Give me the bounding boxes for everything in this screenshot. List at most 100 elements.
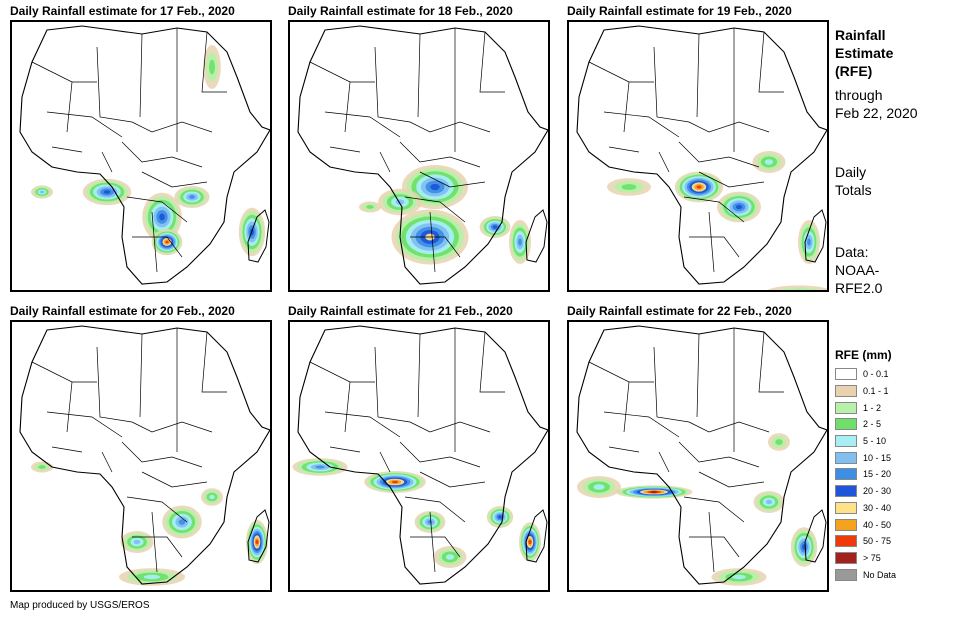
country-border: [658, 451, 670, 473]
country-border: [309, 61, 375, 83]
country-border: [329, 146, 361, 153]
rainfall-zone: [315, 465, 325, 469]
country-border: [101, 151, 113, 173]
rainfall-map: [567, 320, 829, 592]
rainfall-zone: [366, 205, 374, 209]
rainfall-zone: [764, 159, 774, 165]
legend-item: 15 - 20: [835, 466, 960, 483]
legend-swatch: [835, 451, 857, 464]
daily-label: Daily: [835, 164, 867, 180]
madagascar-coastline: [247, 509, 270, 563]
rainfall-map: [10, 20, 272, 292]
country-border: [689, 536, 740, 558]
rainfall-layer: [577, 433, 818, 586]
country-border: [758, 31, 784, 93]
rainfall-zone: [696, 185, 702, 189]
country-border: [410, 236, 461, 258]
country-border: [603, 411, 680, 438]
country-border: [758, 331, 784, 393]
map-panel-22-feb: Daily Rainfall estimate for 22 Feb., 202…: [567, 304, 829, 592]
country-border: [678, 441, 760, 468]
totals-label: Totals: [835, 182, 872, 198]
rainfall-zone: [518, 238, 522, 246]
country-border: [410, 536, 461, 558]
legend-item: 30 - 40: [835, 500, 960, 517]
legend-swatch: [835, 401, 857, 414]
country-border: [66, 81, 73, 133]
country-border: [479, 331, 505, 393]
legend-label: 15 - 20: [863, 469, 892, 480]
rainfall-zone: [807, 238, 811, 246]
legend-item: 0.1 - 1: [835, 383, 960, 400]
country-border: [309, 361, 375, 383]
rainfall-zone: [39, 190, 45, 194]
rainfall-zone: [765, 499, 773, 505]
legend-item: 5 - 10: [835, 433, 960, 450]
map-svg: [19, 25, 270, 285]
legend-label: 20 - 30: [863, 486, 892, 497]
country-border: [344, 81, 351, 133]
country-border: [588, 61, 654, 83]
country-border: [121, 441, 203, 468]
legend-item: 40 - 50: [835, 516, 960, 533]
legend-swatch: [835, 518, 857, 531]
country-border: [683, 496, 745, 523]
country-border: [603, 111, 680, 138]
side-title-line: Rainfall: [835, 27, 886, 43]
country-border: [689, 236, 740, 258]
country-border: [688, 121, 770, 133]
map-svg: [19, 325, 270, 586]
madagascar-coastline: [525, 509, 548, 563]
rainfall-zone: [430, 183, 440, 191]
rainfall-map: [288, 320, 550, 592]
rainfall-zone: [621, 184, 637, 190]
rainfall-zone: [391, 480, 399, 484]
country-border: [708, 511, 715, 573]
country-border: [101, 451, 113, 473]
rainfall-zone: [650, 490, 658, 494]
legend-item: > 75: [835, 550, 960, 567]
map-credit: Map produced by USGS/EROS: [10, 600, 150, 611]
map-svg: [292, 325, 548, 585]
country-border: [324, 411, 401, 438]
country-border: [329, 446, 361, 453]
country-border: [429, 211, 436, 273]
legend-title: RFE (mm): [835, 348, 892, 362]
country-border: [51, 446, 83, 453]
rainfall-zone: [209, 494, 215, 500]
country-border: [374, 346, 411, 423]
legend-item: 10 - 15: [835, 449, 960, 466]
rainfall-zone: [492, 225, 498, 229]
through-label: through: [835, 87, 883, 103]
legend-swatch: [835, 485, 857, 498]
legend-label: 10 - 15: [863, 452, 892, 463]
rainfall-zone: [159, 213, 165, 221]
daily-totals-block: Daily Totals: [835, 163, 872, 199]
country-border: [608, 146, 640, 153]
through-date-block: through Feb 22, 2020: [835, 86, 918, 122]
country-border: [141, 171, 208, 188]
africa-coastline: [297, 325, 548, 585]
africa-coastline: [19, 25, 270, 285]
country-border: [131, 121, 213, 133]
rainfall-zone: [498, 515, 502, 519]
country-border: [46, 411, 123, 438]
legend-swatch: [835, 568, 857, 581]
legend-item: No Data: [835, 566, 960, 583]
country-border: [404, 196, 466, 223]
rainfall-zone: [427, 520, 433, 524]
legend-item: 20 - 30: [835, 483, 960, 500]
country-border: [399, 141, 481, 168]
legend-item: 2 - 5: [835, 416, 960, 433]
rainfall-zone: [735, 204, 743, 210]
country-border: [653, 46, 690, 123]
country-border: [324, 111, 401, 138]
country-border: [683, 196, 745, 223]
country-border: [588, 361, 654, 383]
country-border: [126, 496, 188, 523]
map-panel-19-feb: Daily Rainfall estimate for 19 Feb., 202…: [567, 4, 829, 292]
map-svg: [576, 25, 827, 290]
rainfall-zone: [178, 519, 186, 525]
africa-coastline: [576, 325, 827, 585]
country-border: [419, 471, 486, 488]
